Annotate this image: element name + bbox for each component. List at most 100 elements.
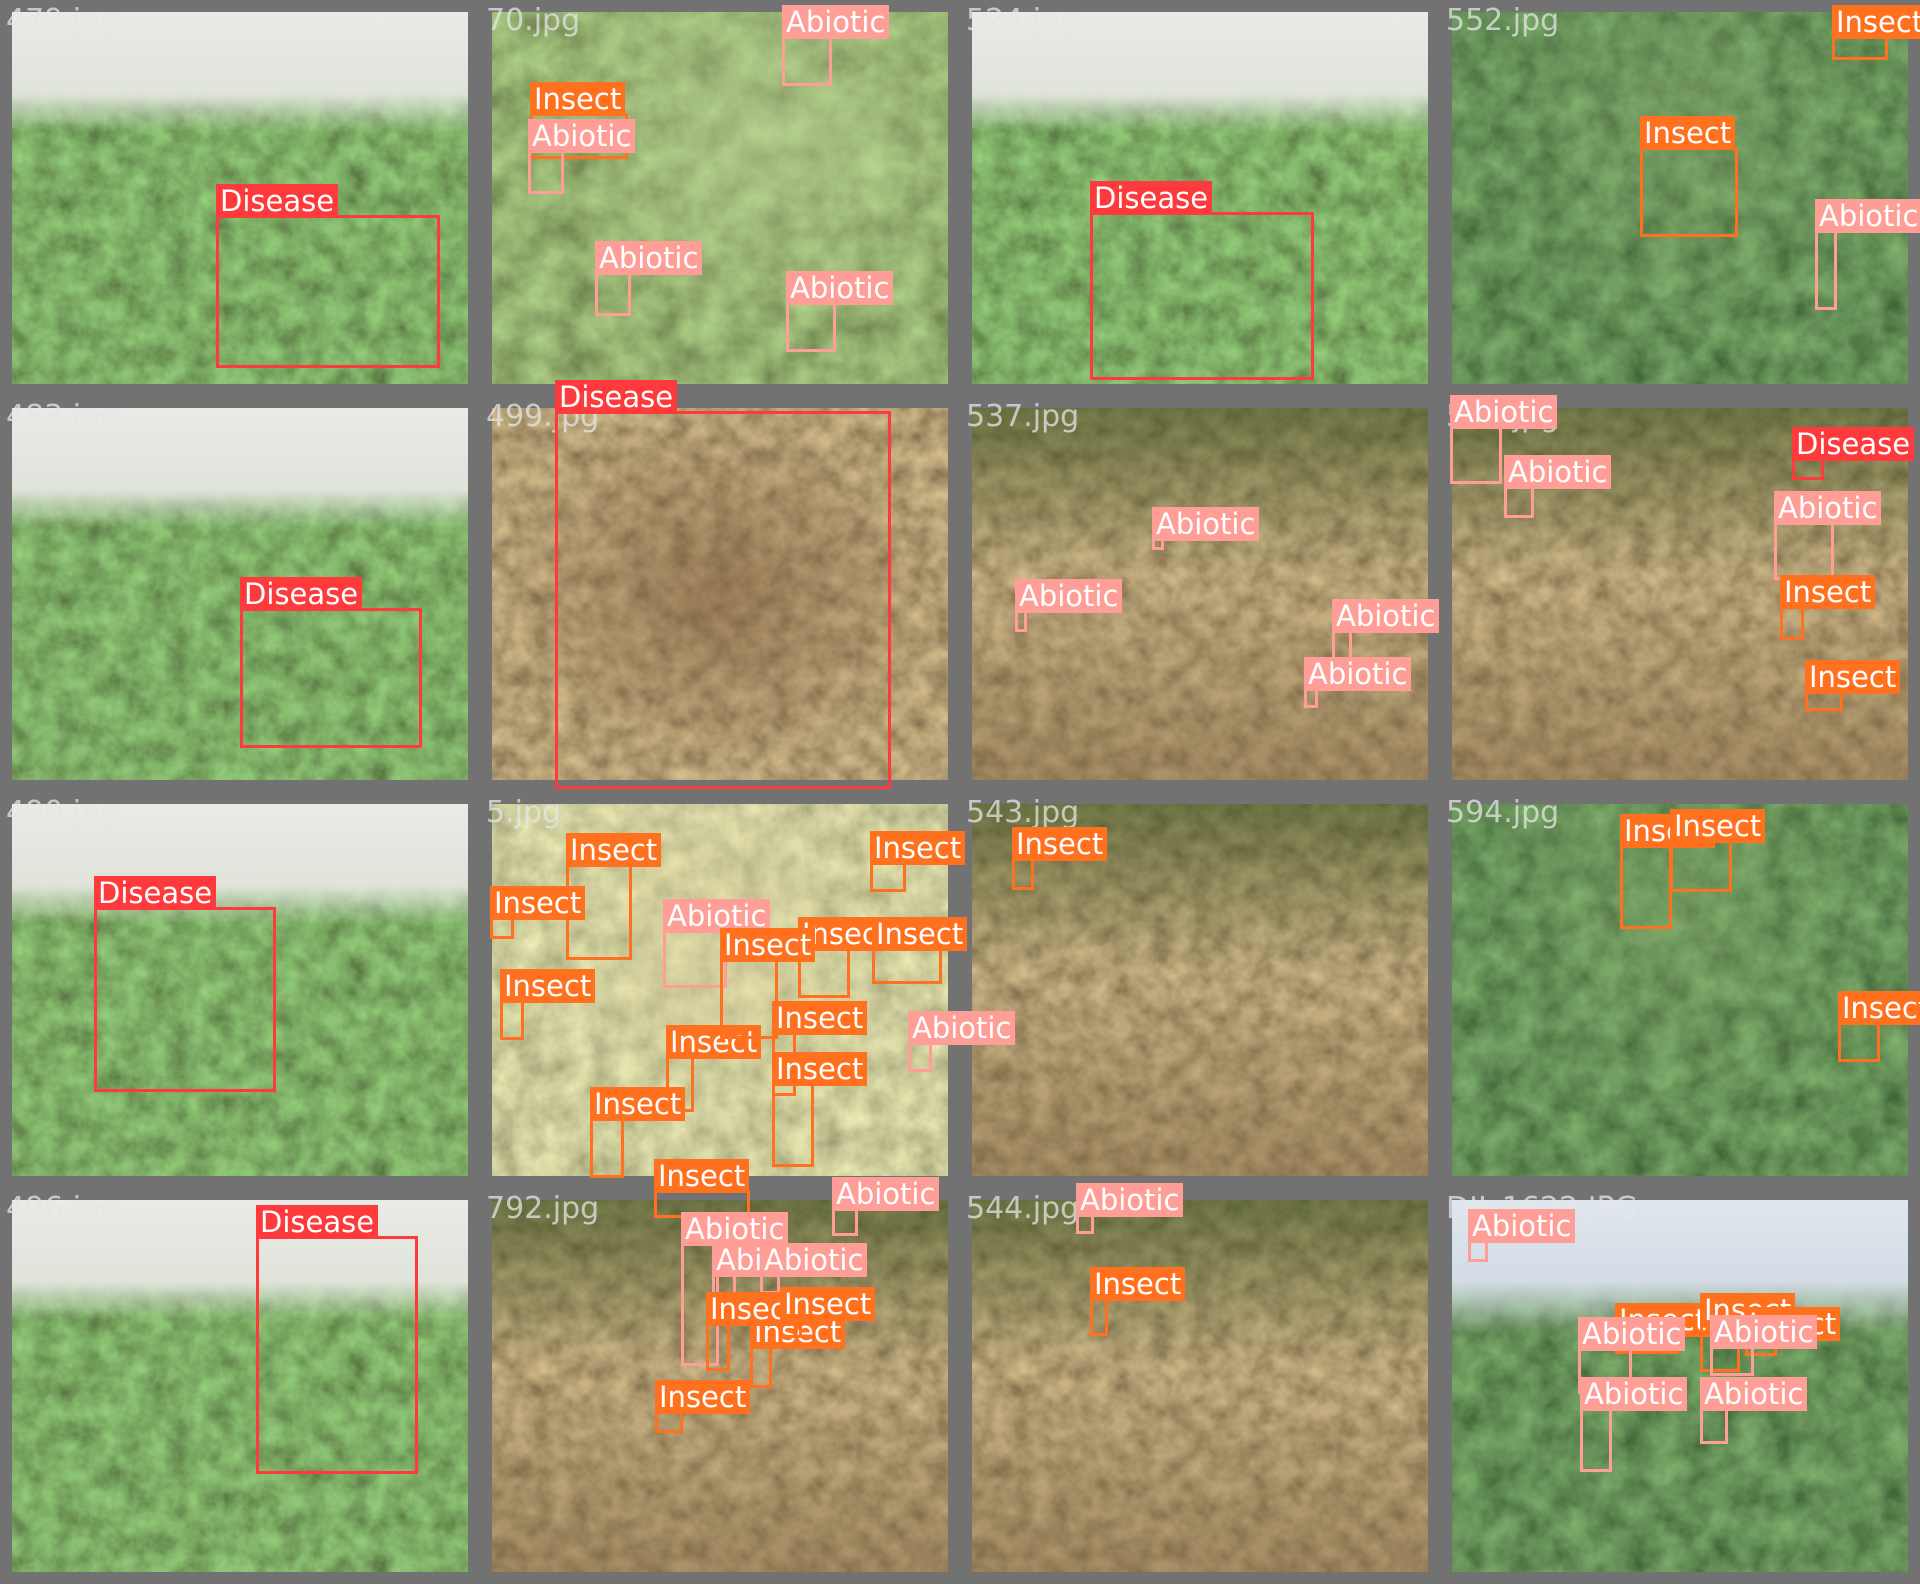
detection-box-abiotic: Abiotic [1815, 199, 1920, 310]
detection-box-abiotic: Abiotic [1774, 491, 1882, 580]
detection-label: Disease [555, 380, 678, 414]
detection-box-abiotic: Abiotic [1580, 1377, 1688, 1472]
detection-label: Abiotic [681, 1212, 789, 1246]
detection-label: Abiotic [1076, 1183, 1184, 1217]
detection-box-abiotic: Abiotic [786, 271, 894, 352]
detection-box-disease: Disease [256, 1205, 418, 1474]
tile-filename: 483.jpg [6, 399, 120, 434]
detection-label: Insect [870, 831, 966, 865]
detection-label: Insect [720, 928, 816, 962]
detection-box-insect: Insect [500, 969, 596, 1040]
detection-label: Insect [772, 1001, 868, 1035]
detection-label: Disease [1792, 427, 1915, 461]
mosaic-tile: 496.jpg Disease [0, 1188, 480, 1584]
mosaic-tile: 792.jpgAbioticAbioticAbioticInsectInsect… [480, 1177, 960, 1584]
detection-label: Insect [1670, 809, 1766, 843]
detection-box-abiotic: Abiotic [1710, 1315, 1818, 1376]
detection-box-disease: Disease [555, 380, 891, 789]
tile-filename: 490.jpg [6, 795, 120, 830]
detection-label: Abiotic [908, 1011, 1016, 1045]
detection-box-abiotic: Abiotic [832, 1177, 940, 1236]
detection-box-insect: Insect [872, 917, 968, 984]
detection-label: Abiotic [1815, 199, 1920, 233]
detection-box-disease: Disease [216, 184, 440, 368]
detection-label: Abiotic [1152, 507, 1260, 541]
detection-box-insect: Insect [666, 1025, 762, 1112]
detection-label: Insect [1090, 1267, 1186, 1301]
detection-box-abiotic: Abiotic [1468, 1209, 1576, 1262]
detection-label: Disease [216, 184, 339, 218]
tile-photo [492, 12, 948, 384]
detection-label: Insect [655, 1380, 751, 1414]
detection-label: Abiotic [832, 1177, 940, 1211]
tile-filename: 594.jpg [1446, 795, 1560, 830]
detection-box-abiotic: Abiotic [760, 1243, 868, 1294]
detection-box-abiotic: Abiotic [782, 5, 890, 86]
mosaic-tile: 544.jpg Abiotic Insect [960, 1183, 1440, 1584]
tile-photo [12, 804, 468, 1176]
detection-box-abiotic: Abiotic [1152, 507, 1260, 550]
detection-label: Abiotic [1774, 491, 1882, 525]
detection-label: Abiotic [782, 5, 890, 39]
detection-label: Abiotic [786, 271, 894, 305]
detection-box-insect: Insect [1838, 991, 1920, 1062]
detection-label: Abiotic [1332, 599, 1440, 633]
detection-label: Abiotic [760, 1243, 868, 1277]
detection-box-insect: Insect [1780, 575, 1876, 640]
mosaic-tile: 479.jpg Disease [0, 0, 480, 396]
tile-photo [1452, 12, 1908, 384]
detection-box-abiotic: Abiotic [663, 899, 771, 988]
detection-box-abiotic: Abiotic [908, 1011, 1016, 1072]
detection-label: Insect [1012, 827, 1108, 861]
detection-box-insect: Insect [566, 833, 662, 960]
detection-label: Insect [666, 1025, 762, 1059]
tile-photo [12, 1200, 468, 1572]
detection-box-insect: Insect [490, 886, 586, 939]
detection-label: Disease [240, 577, 363, 611]
detection-box-insect: Insect [1620, 814, 1716, 929]
detection-label: Insect [872, 917, 968, 951]
mosaic-tile: DJI_1622.JPGAbioticInsectInsectInsectAbi… [1440, 1188, 1920, 1584]
mosaic-tile: 563.jpgAbioticAbioticDiseaseAbioticInsec… [1440, 395, 1920, 792]
mosaic-tile: 5.jpg Insect Insect Abiotic Insect Insect Inse… [480, 792, 1016, 1218]
detection-label: Insect [654, 1159, 750, 1193]
detection-label: Insect [1832, 5, 1920, 39]
detection-box-insect: Insect [706, 1292, 802, 1371]
mosaic-tile: 537.jpg Abiotic Abiotic Abiotic Abiotic [960, 396, 1440, 792]
detection-box-abiotic: Abiotic [1700, 1377, 1808, 1444]
detection-label: Disease [1090, 181, 1213, 215]
detection-label: Abiotic [663, 899, 771, 933]
mosaic-tile: 483.jpg Disease [0, 396, 480, 792]
detection-box-insect: Insect [1805, 660, 1901, 711]
detection-label: Insect [530, 82, 626, 116]
tile-filename: 543.jpg [966, 795, 1080, 830]
detection-label: Insect [566, 833, 662, 867]
detection-label: Disease [256, 1205, 379, 1239]
detection-label: Insect [1780, 575, 1876, 609]
tile-filename: 792.jpg [486, 1191, 600, 1226]
detection-box-insect: Insect [590, 1087, 686, 1178]
tile-photo [492, 408, 948, 780]
detection-box-insect: Insect [1640, 116, 1738, 237]
mosaic-tile: 499.jpg Disease [480, 380, 960, 792]
detection-label: Insect [1805, 660, 1901, 694]
detection-box-insect: Insect [1832, 5, 1920, 60]
detection-label: Insect [1640, 116, 1736, 150]
tile-filename: 496.jpg [6, 1191, 120, 1226]
detection-box-insect: Insect [870, 831, 966, 892]
detection-label: Abiotic [1578, 1317, 1686, 1351]
detection-label: Abiotic [1504, 455, 1612, 489]
tile-photo [1452, 804, 1908, 1176]
tile-filename: 552.jpg [1446, 3, 1560, 38]
detection-box-abiotic: Abiotic [595, 241, 703, 316]
tile-filename: 537.jpg [966, 399, 1080, 434]
detection-box-abiotic: Abiotic [1015, 579, 1123, 632]
detection-box-insect: Insect [655, 1380, 751, 1433]
detection-label: Abiotic [1450, 395, 1558, 429]
detection-box-abiotic: Abiotic [1450, 395, 1558, 484]
detection-label: Abiotic [1015, 579, 1123, 613]
detection-label: Insect [780, 1287, 876, 1321]
detection-label: Abiotic [1700, 1377, 1808, 1411]
detection-box-disease: Disease [1792, 427, 1915, 480]
detection-box-insect: Insect [1670, 809, 1766, 892]
